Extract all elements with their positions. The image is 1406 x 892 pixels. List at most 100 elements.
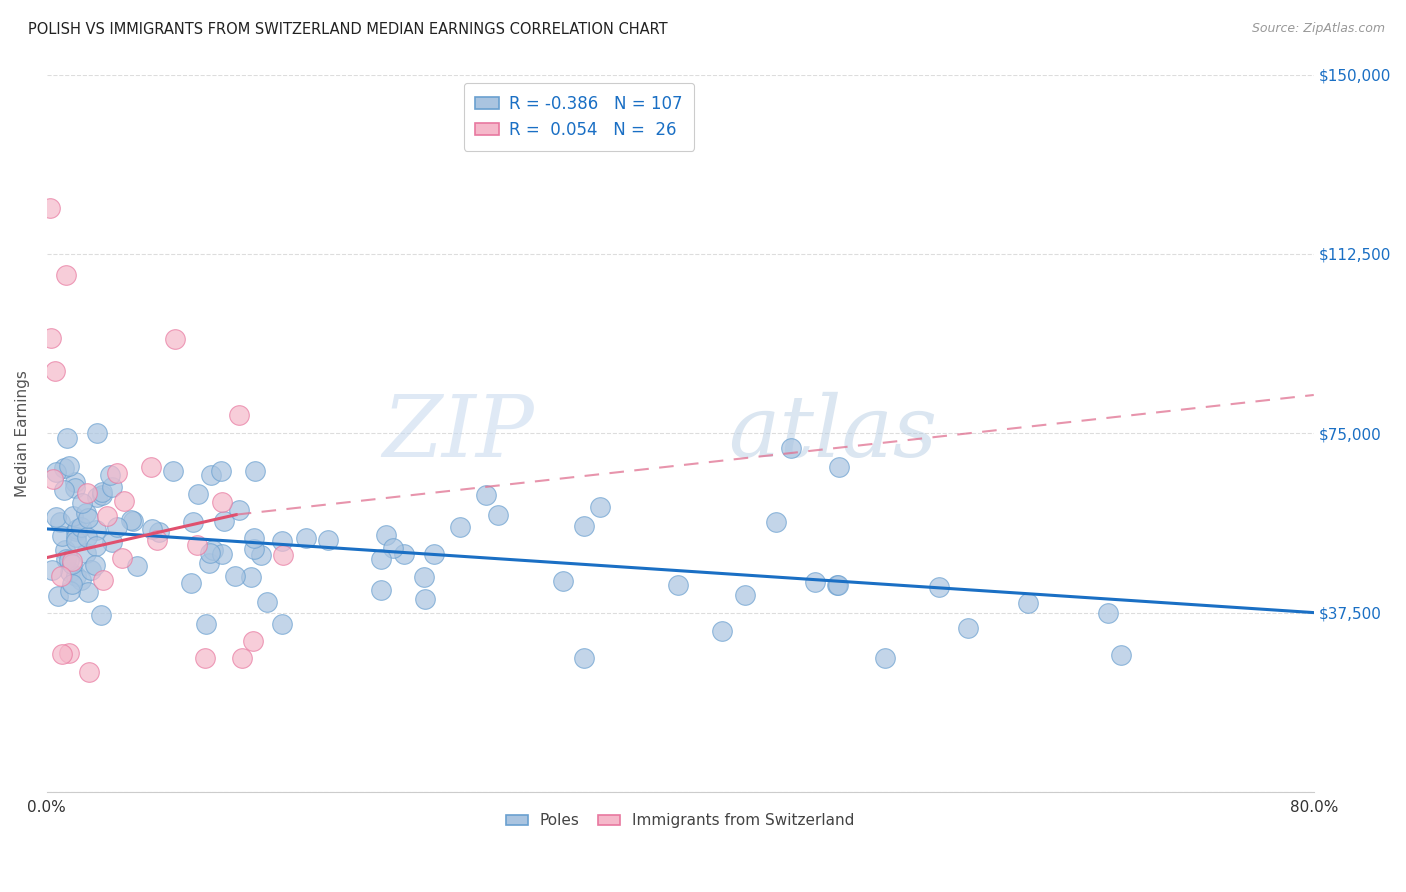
Point	[58, 553, 80, 567]
Point	[91, 485, 114, 500]
Point	[59, 584, 82, 599]
Point	[60, 577, 83, 591]
Point	[55, 552, 77, 566]
Point	[141, 522, 163, 536]
Point	[474, 488, 496, 502]
Point	[228, 502, 250, 516]
Point	[392, 547, 415, 561]
Point	[734, 588, 756, 602]
Point	[69, 519, 91, 533]
Point	[240, 570, 263, 584]
Point	[84, 539, 107, 553]
Point	[875, 651, 897, 665]
Point	[827, 459, 849, 474]
Point	[413, 570, 436, 584]
Point	[211, 547, 233, 561]
Point	[162, 464, 184, 478]
Point	[90, 607, 112, 622]
Point	[1097, 606, 1119, 620]
Point	[51, 529, 73, 543]
Point	[66, 522, 89, 536]
Point	[295, 531, 318, 545]
Point	[180, 575, 202, 590]
Point	[84, 558, 107, 572]
Point	[38, 202, 60, 216]
Point	[780, 441, 803, 455]
Point	[112, 494, 135, 508]
Point	[41, 563, 63, 577]
Point	[553, 574, 575, 588]
Point	[55, 268, 77, 283]
Point	[710, 624, 733, 639]
Point	[62, 509, 84, 524]
Point	[1017, 596, 1039, 610]
Point	[1109, 648, 1132, 662]
Point	[98, 467, 121, 482]
Point	[231, 650, 253, 665]
Text: atlas: atlas	[728, 392, 936, 475]
Point	[486, 508, 509, 522]
Point	[90, 488, 112, 502]
Point	[84, 523, 107, 537]
Point	[194, 651, 217, 665]
Point	[96, 509, 118, 524]
Point	[65, 534, 87, 549]
Point	[111, 550, 134, 565]
Point	[382, 541, 405, 555]
Point	[69, 573, 91, 587]
Point	[53, 483, 76, 497]
Point	[803, 574, 825, 589]
Point	[105, 466, 128, 480]
Point	[224, 569, 246, 583]
Point	[375, 528, 398, 542]
Point	[245, 464, 267, 478]
Point	[72, 495, 94, 509]
Point	[211, 495, 233, 509]
Point	[423, 547, 446, 561]
Point	[127, 558, 149, 573]
Point	[228, 408, 250, 422]
Point	[187, 487, 209, 501]
Text: Source: ZipAtlas.com: Source: ZipAtlas.com	[1251, 22, 1385, 36]
Point	[209, 464, 232, 478]
Point	[41, 330, 63, 344]
Point	[765, 516, 787, 530]
Point	[60, 558, 83, 572]
Point	[572, 651, 595, 665]
Point	[165, 332, 187, 346]
Point	[194, 617, 217, 632]
Point	[46, 590, 69, 604]
Point	[271, 548, 294, 562]
Point	[825, 577, 848, 591]
Point	[76, 510, 98, 524]
Point	[415, 591, 437, 606]
Point	[76, 486, 98, 500]
Point	[49, 568, 72, 582]
Point	[77, 665, 100, 680]
Point	[449, 520, 471, 534]
Point	[242, 531, 264, 545]
Point	[201, 543, 224, 558]
Point	[212, 514, 235, 528]
Point	[243, 541, 266, 556]
Point	[56, 431, 79, 445]
Point	[86, 490, 108, 504]
Point	[58, 646, 80, 660]
Point	[63, 481, 86, 495]
Point	[86, 426, 108, 441]
Point	[60, 554, 83, 568]
Point	[370, 582, 392, 597]
Point	[65, 530, 87, 544]
Point	[65, 524, 87, 538]
Point	[44, 364, 66, 378]
Point	[105, 519, 128, 533]
Point	[53, 543, 76, 558]
Point	[148, 525, 170, 540]
Legend: Poles, Immigrants from Switzerland: Poles, Immigrants from Switzerland	[501, 807, 860, 835]
Point	[928, 580, 950, 594]
Point	[186, 538, 208, 552]
Point	[141, 460, 163, 475]
Point	[198, 546, 221, 560]
Point	[122, 514, 145, 528]
Point	[145, 533, 167, 547]
